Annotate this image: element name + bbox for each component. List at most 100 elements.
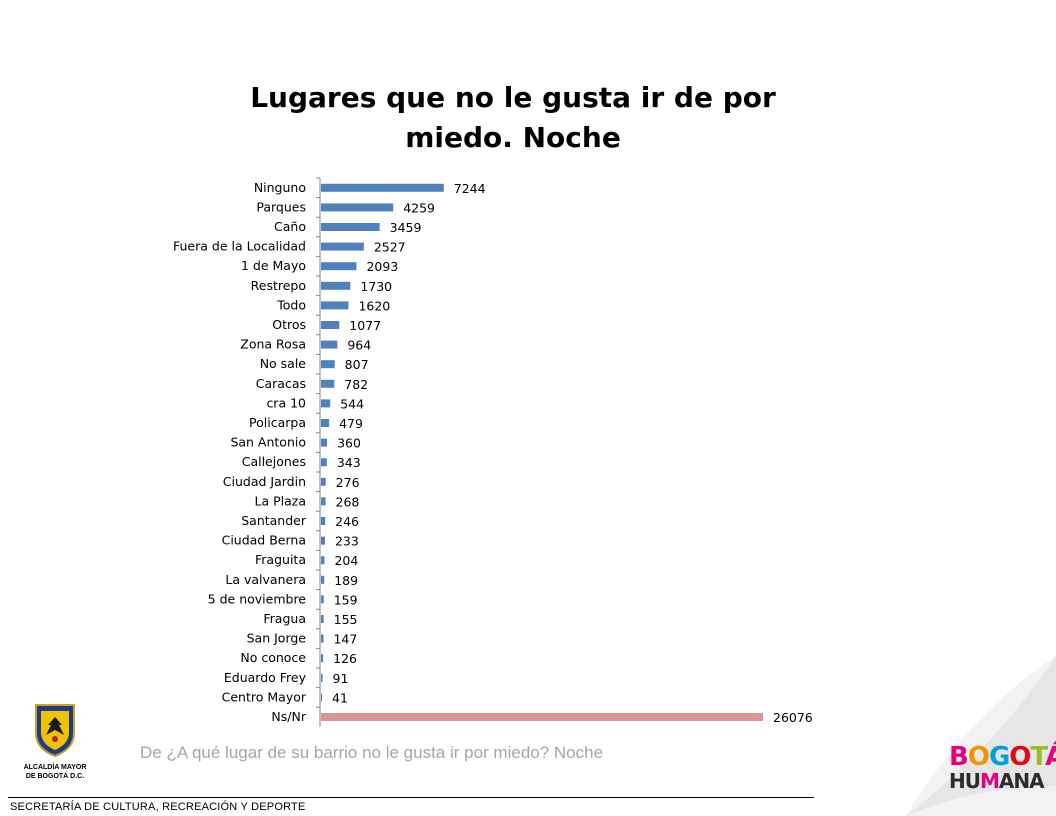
- data-label: 26076: [773, 710, 813, 725]
- bar: [321, 517, 326, 525]
- bar: [321, 477, 326, 486]
- bar: [321, 693, 322, 702]
- category-label: San Antonio: [230, 435, 306, 450]
- bar: [321, 379, 335, 388]
- chart-title: Lugares que no le gusta ir de por miedo.…: [200, 78, 826, 158]
- bar: [321, 360, 335, 369]
- bar: [321, 183, 444, 192]
- chart-title-line1: Lugares que no le gusta ir de por: [250, 81, 776, 114]
- data-label: 964: [347, 338, 371, 353]
- category-label: Ciudad Jardin: [223, 474, 306, 489]
- data-label: 189: [334, 573, 358, 588]
- footer-text: SECRETARÍA DE CULTURA, RECREACIÓN Y DEPO…: [10, 801, 306, 813]
- bar: [321, 281, 351, 290]
- bogota-logo-line2: HUMANA: [949, 769, 1045, 793]
- data-label: 479: [339, 416, 363, 431]
- category-label: San Jorge: [247, 631, 307, 646]
- alcaldia-caption-line1: ALCALDÍA MAYOR: [23, 764, 87, 771]
- data-label: 360: [337, 436, 361, 451]
- category-label: No sale: [260, 356, 307, 371]
- category-label: Policarpa: [249, 415, 306, 430]
- data-label: 4259: [403, 200, 435, 215]
- category-label: Ciudad Berna: [222, 533, 306, 548]
- category-label: Fragua: [263, 611, 306, 626]
- data-label: 155: [334, 612, 358, 627]
- data-label: 246: [335, 514, 359, 529]
- bar: [321, 615, 324, 623]
- category-label: Otros: [272, 317, 306, 332]
- data-label: 233: [335, 534, 359, 549]
- bar: [321, 301, 349, 310]
- bar: [321, 673, 323, 682]
- category-label: Ns/Nr: [271, 709, 306, 724]
- chart-title-line2: miedo. Noche: [405, 121, 621, 154]
- bar: [321, 556, 325, 565]
- category-label: Restrepo: [251, 278, 306, 293]
- data-label: 2093: [366, 259, 398, 274]
- bar: [321, 458, 327, 467]
- category-label: Centro Mayor: [222, 689, 307, 704]
- data-label: 159: [334, 592, 358, 607]
- alcaldia-logo: ALCALDÍA MAYOR DE BOGOTÁ D.C.: [18, 703, 92, 781]
- data-label: 3459: [390, 220, 422, 235]
- data-label: 1620: [358, 298, 390, 313]
- data-label: 41: [332, 690, 348, 705]
- bar: [321, 223, 380, 231]
- footer-divider: [8, 797, 814, 798]
- data-label: 268: [336, 494, 360, 509]
- bar: [321, 203, 394, 212]
- category-label: Fraguita: [255, 552, 306, 567]
- category-label: La valvanera: [225, 572, 306, 587]
- bar: [321, 419, 330, 427]
- category-label: Ninguno: [254, 180, 306, 195]
- bar: [321, 575, 325, 584]
- category-label: Eduardo Frey: [224, 670, 307, 685]
- category-label: Caracas: [256, 376, 306, 391]
- data-label: 7244: [454, 181, 486, 196]
- alcaldia-caption-line2: DE BOGOTÁ D.C.: [25, 773, 85, 780]
- bar: [321, 340, 338, 349]
- category-label: No conoce: [240, 650, 306, 665]
- category-label: 5 de noviembre: [208, 591, 307, 606]
- data-label: 544: [340, 396, 364, 411]
- category-label: Caño: [274, 219, 306, 234]
- bar: [321, 536, 325, 545]
- bar: [321, 595, 324, 604]
- category-label: La Plaza: [255, 493, 307, 508]
- data-label: 1730: [360, 279, 392, 294]
- data-label: 91: [333, 671, 349, 686]
- category-label: Fuera de la Localidad: [173, 239, 306, 254]
- data-label: 1077: [349, 318, 381, 333]
- category-label: Zona Rosa: [240, 337, 306, 352]
- data-label: 2527: [374, 240, 406, 255]
- data-label: 126: [333, 651, 357, 666]
- bogota-humana-logo: BOGOTÁ HUMANA: [949, 742, 1056, 793]
- bar: [321, 399, 331, 408]
- bar: [321, 654, 324, 663]
- category-label: Santander: [241, 513, 307, 528]
- category-label: Todo: [276, 297, 306, 312]
- data-label: 807: [345, 357, 369, 372]
- bar: [321, 262, 357, 271]
- category-label: Parques: [256, 199, 306, 214]
- bar: [321, 321, 340, 329]
- data-label: 343: [337, 455, 361, 470]
- category-label: 1 de Mayo: [241, 258, 306, 273]
- bar: [321, 634, 324, 643]
- category-label: Callejones: [242, 454, 306, 469]
- data-label: 276: [336, 475, 360, 490]
- bar: [321, 713, 763, 721]
- bogota-logo-line1: BOGOTÁ: [949, 742, 1056, 772]
- survey-question: De ¿A qué lugar de su barrio no le gusta…: [140, 743, 604, 762]
- bar: [321, 497, 326, 506]
- data-label: 782: [344, 377, 368, 392]
- page-curl-decoration: [906, 656, 1056, 816]
- bar: [321, 242, 364, 251]
- data-label: 204: [334, 553, 358, 568]
- alcaldia-caption: ALCALDÍA MAYOR DE BOGOTÁ D.C.: [18, 763, 92, 781]
- category-label: cra 10: [266, 395, 306, 410]
- bar: [321, 438, 328, 447]
- coat-of-arms-icon: [35, 704, 75, 758]
- data-label: 147: [333, 632, 357, 647]
